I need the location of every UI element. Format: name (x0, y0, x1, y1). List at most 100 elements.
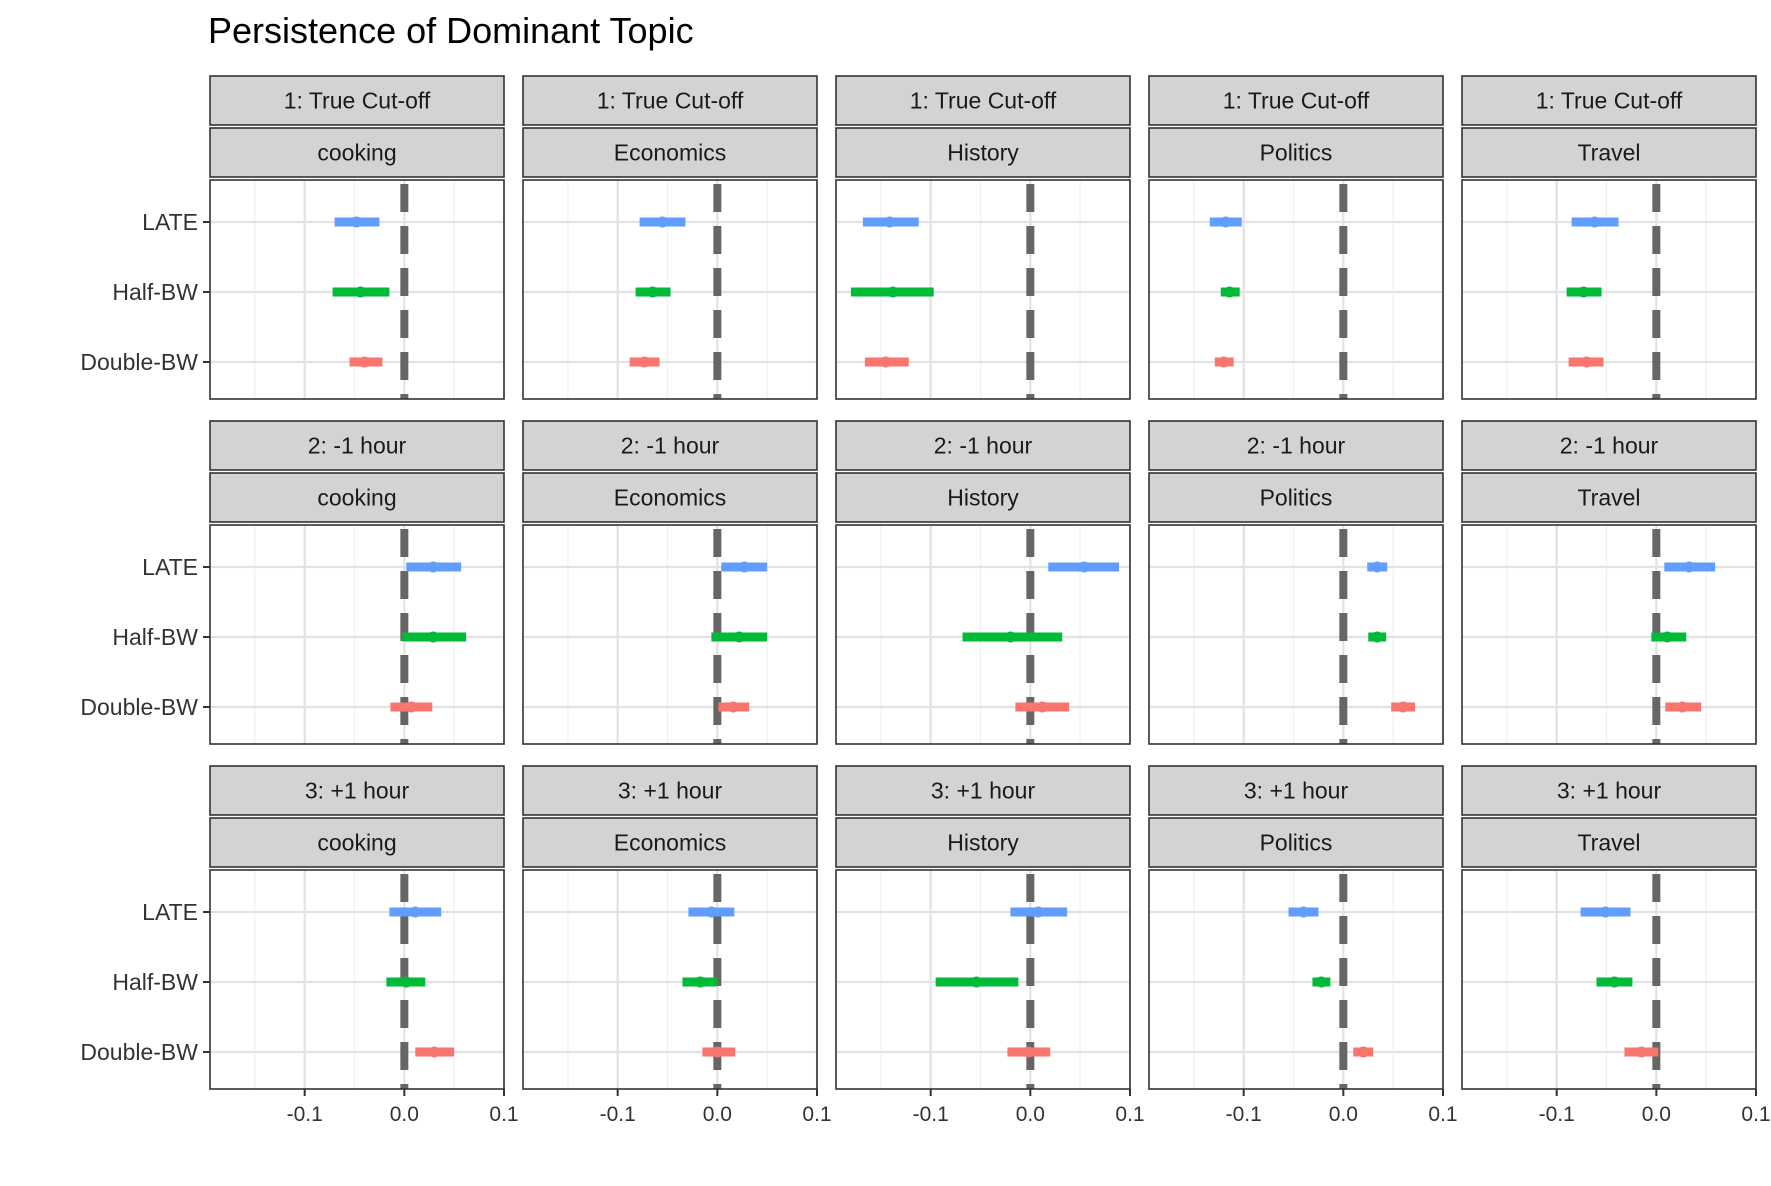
strip-row-box (209, 765, 505, 816)
strip-row-box (1148, 765, 1444, 816)
point-estimate-half-bw (647, 286, 659, 298)
strip-col-box (522, 817, 818, 868)
strip-row-label: 3: +1 hour (618, 778, 723, 804)
strip-col-box (835, 472, 1131, 523)
point-estimate-double-bw (1218, 356, 1230, 368)
panel-3-travel: 3: +1 hour Travel -0.1 0.0 0.1 (1461, 765, 1771, 1126)
point-estimate-half-bw (427, 631, 439, 643)
x-tick-label: -0.1 (600, 1103, 636, 1126)
strip-col-label: Economics (614, 830, 726, 856)
x-tick-label: 0.1 (489, 1103, 518, 1126)
strip-row-box (1148, 420, 1444, 471)
point-estimate-half-bw (694, 976, 706, 988)
panel-1-history: 1: True Cut-off History (835, 75, 1132, 400)
strip-col-label: Economics (614, 140, 726, 166)
strip-col-box (209, 127, 505, 178)
strip-col-box (1461, 817, 1757, 868)
strip-row-label: 1: True Cut-off (910, 88, 1057, 114)
panel-border (1461, 869, 1757, 1090)
strip-row-label: 2: -1 hour (308, 433, 407, 459)
strip-row-label: 1: True Cut-off (1223, 88, 1370, 114)
point-estimate-double-bw (1357, 1046, 1369, 1058)
x-tick-label: 0.1 (802, 1103, 831, 1126)
strip-row-box (1461, 420, 1757, 471)
x-tick-label: 0.1 (1115, 1103, 1144, 1126)
strip-row-label: 1: True Cut-off (1536, 88, 1683, 114)
x-tick-label: -0.1 (1539, 1103, 1575, 1126)
strip-col-label: History (947, 830, 1019, 856)
strip-col-box (1148, 817, 1444, 868)
point-estimate-late (1600, 906, 1612, 918)
panel-background (1462, 180, 1756, 399)
point-estimate-double-bw (727, 701, 739, 713)
strip-row-box (835, 765, 1131, 816)
panel-border (835, 179, 1131, 400)
point-estimate-late (738, 561, 750, 573)
strip-row-label: 1: True Cut-off (597, 88, 744, 114)
point-estimate-double-bw (428, 1046, 440, 1058)
point-estimate-half-bw (971, 976, 983, 988)
panel-background (1462, 525, 1756, 744)
strip-row-box (522, 75, 818, 126)
panel-3-cooking: 3: +1 hour cooking LATE Half-BW Double-BW -0.… (80, 765, 519, 1126)
point-estimate-double-bw (405, 701, 417, 713)
strip-col-label: Politics (1260, 140, 1333, 166)
panel-3-politics: 3: +1 hour Politics -0.1 0.0 0.1 (1148, 765, 1458, 1126)
strip-row-box (835, 75, 1131, 126)
panel-background (1149, 180, 1443, 399)
strip-col-label: Economics (614, 485, 726, 511)
strip-row-label: 2: -1 hour (1560, 433, 1659, 459)
panel-background (210, 870, 504, 1089)
point-estimate-double-bw (1036, 701, 1048, 713)
panel-3-history: 3: +1 hour History -0.1 0.0 0.1 (835, 765, 1145, 1126)
strip-row-label: 3: +1 hour (1557, 778, 1662, 804)
point-estimate-late (1683, 561, 1695, 573)
strip-col-box (209, 817, 505, 868)
strip-col-label: Travel (1577, 485, 1640, 511)
strip-col-box (835, 127, 1131, 178)
strip-row-box (522, 765, 818, 816)
strip-col-label: History (947, 140, 1019, 166)
point-estimate-half-bw (354, 286, 366, 298)
point-estimate-half-bw (1315, 976, 1327, 988)
point-estimate-double-bw (1022, 1046, 1034, 1058)
point-estimate-half-bw (1578, 286, 1590, 298)
strip-col-label: Travel (1577, 830, 1640, 856)
panel-1-politics: 1: True Cut-off Politics (1148, 75, 1445, 400)
panel-1-economics: 1: True Cut-off Economics (522, 75, 819, 400)
y-tick-label: Double-BW (80, 1039, 198, 1065)
panel-1-travel: 1: True Cut-off Travel (1461, 75, 1758, 400)
strip-row-box (209, 75, 505, 126)
point-estimate-half-bw (887, 286, 899, 298)
y-tick-label: Double-BW (80, 349, 198, 375)
strip-row-label: 3: +1 hour (931, 778, 1036, 804)
panel-border (209, 524, 505, 745)
strip-col-label: cooking (317, 485, 396, 511)
strip-row-label: 2: -1 hour (934, 433, 1033, 459)
strip-col-box (522, 127, 818, 178)
y-tick-label: Half-BW (112, 624, 198, 650)
point-estimate-double-bw (358, 356, 370, 368)
point-estimate-late (351, 216, 363, 228)
strip-row-label: 2: -1 hour (1247, 433, 1346, 459)
strip-col-box (835, 817, 1131, 868)
strip-col-label: Politics (1260, 830, 1333, 856)
point-estimate-late (409, 906, 421, 918)
panel-background (1149, 870, 1443, 1089)
strip-col-box (209, 472, 505, 523)
strip-row-label: 3: +1 hour (1244, 778, 1349, 804)
point-estimate-late (884, 216, 896, 228)
strip-row-label: 3: +1 hour (305, 778, 410, 804)
panel-border (835, 524, 1131, 745)
strip-col-label: cooking (317, 140, 396, 166)
point-estimate-half-bw (1371, 631, 1383, 643)
panel-1-cooking: 1: True Cut-off cooking LATE Half-BW Double-… (80, 75, 506, 400)
panel-border (209, 869, 505, 1090)
panel-2-history: 2: -1 hour History (835, 420, 1132, 745)
panel-2-travel: 2: -1 hour Travel (1461, 420, 1758, 745)
point-estimate-late (427, 561, 439, 573)
point-estimate-double-bw (1635, 1046, 1647, 1058)
point-estimate-late (657, 216, 669, 228)
panel-background (523, 870, 817, 1089)
